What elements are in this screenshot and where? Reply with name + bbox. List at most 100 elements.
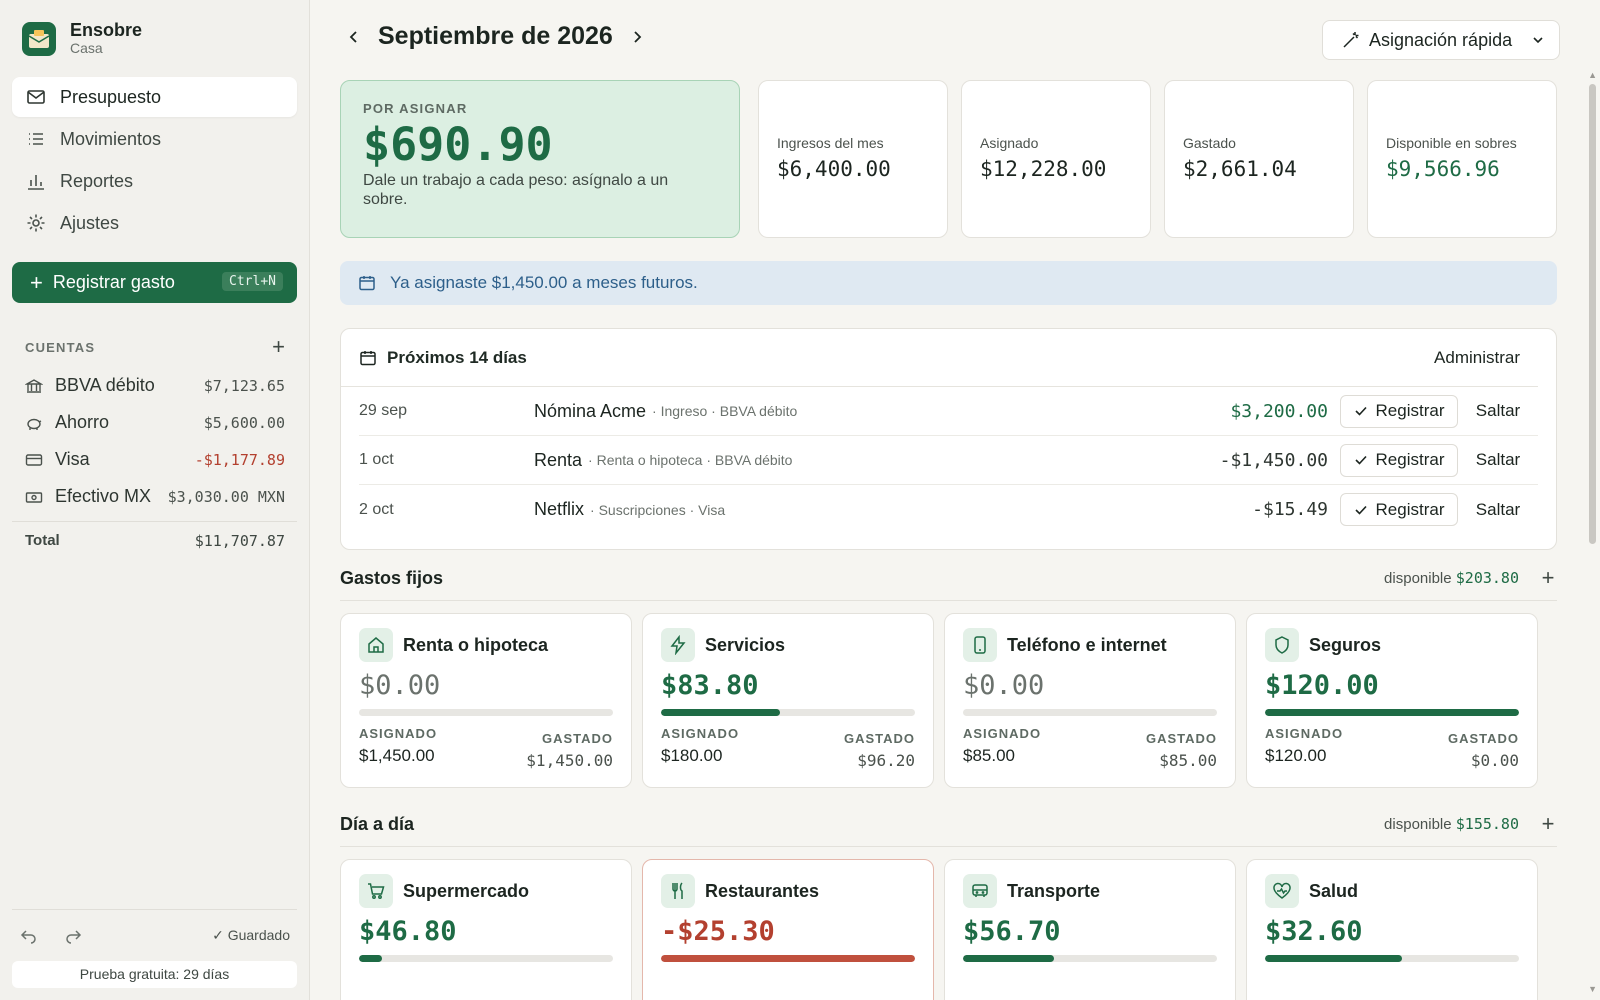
category-card[interactable]: Restaurantes -$25.30 xyxy=(642,859,934,1000)
cash-icon xyxy=(25,491,43,503)
category-name: Restaurantes xyxy=(705,880,820,901)
scroll-up-arrow[interactable]: ▲ xyxy=(1588,70,1597,80)
assigned-label: ASIGNADO xyxy=(359,726,438,741)
category-name: Servicios xyxy=(705,634,786,655)
category-available: -$25.30 xyxy=(661,916,775,947)
card-header: Supermercado xyxy=(359,874,613,908)
upcoming-meta: · Suscripciones · Visa xyxy=(590,501,726,518)
category-name: Renta o hipoteca xyxy=(403,634,549,655)
envelope-logo-icon xyxy=(22,21,56,56)
category-icon-wrap xyxy=(359,874,393,908)
register-expense-label: Registrar gasto xyxy=(52,272,175,292)
add-category-button[interactable]: + xyxy=(1541,565,1555,590)
category-name: Seguros xyxy=(1309,634,1382,655)
account-row[interactable]: Ahorro $5,600.00 xyxy=(25,404,285,441)
group-available-label: disponible xyxy=(1384,570,1452,587)
register-button[interactable]: Registrar xyxy=(1340,443,1458,477)
upcoming-name: Netflix xyxy=(534,499,585,519)
progress-fill xyxy=(1265,955,1403,962)
card-footer: ASIGNADO $1,450.00 GASTADO $1,450.00 xyxy=(359,726,613,770)
category-card[interactable]: Teléfono e internet $0.00 ASIGNADO $85.00… xyxy=(944,613,1236,788)
scroll-down-arrow[interactable]: ▼ xyxy=(1588,984,1597,994)
divider xyxy=(12,909,297,910)
nav-item-ajustes[interactable]: Ajustes xyxy=(12,203,297,243)
category-card[interactable]: Transporte $56.70 xyxy=(944,859,1236,1000)
category-card[interactable]: Seguros $120.00 ASIGNADO $120.00 GASTADO $… xyxy=(1246,613,1538,788)
assigned-value: $180.00 xyxy=(661,746,723,765)
quick-assign-dropdown[interactable]: Asignación rápida xyxy=(1322,20,1560,60)
progress-bar xyxy=(963,955,1217,962)
stat-value: $12,228.00 xyxy=(980,157,1107,181)
sidebar-footer: ✓ Guardado xyxy=(20,926,290,944)
account-row[interactable]: BBVA débito $7,123.65 xyxy=(25,367,285,404)
account-row[interactable]: Efectivo MX $3,030.00 MXN xyxy=(25,478,285,515)
prev-month-button[interactable] xyxy=(340,23,368,51)
account-amount: $3,030.00 MXN xyxy=(167,487,285,506)
register-expense-button[interactable]: + Registrar gasto Ctrl+N xyxy=(12,262,297,303)
nav-item-presupuesto[interactable]: Presupuesto xyxy=(12,77,297,117)
shield-icon xyxy=(1275,636,1289,654)
undo-icon[interactable] xyxy=(20,926,38,944)
card-header: Salud xyxy=(1265,874,1519,908)
stat-assigned: Asignado $12,228.00 xyxy=(961,80,1151,238)
category-card[interactable]: Supermercado $46.80 xyxy=(340,859,632,1000)
progress-bar xyxy=(661,709,915,716)
register-button[interactable]: Registrar xyxy=(1340,493,1458,526)
spent-value: $0.00 xyxy=(1470,751,1519,770)
stat-spent: Gastado $2,661.04 xyxy=(1164,80,1354,238)
brand-name: Ensobre xyxy=(70,20,143,40)
check-icon xyxy=(1354,505,1367,515)
gear-icon xyxy=(27,214,45,232)
trial-badge[interactable]: Prueba gratuita: 29 días xyxy=(12,961,297,988)
stat-income: Ingresos del mes $6,400.00 xyxy=(758,80,948,238)
lightning-icon xyxy=(670,635,686,655)
next-month-button[interactable] xyxy=(623,23,651,51)
account-row[interactable]: Visa -$1,177.89 xyxy=(25,441,285,478)
register-button[interactable]: Registrar xyxy=(1340,394,1458,428)
category-icon-wrap xyxy=(359,628,393,662)
progress-bar xyxy=(1265,955,1519,962)
nav-item-movimientos[interactable]: Movimientos xyxy=(12,119,297,159)
check-icon xyxy=(1354,406,1367,416)
upcoming-amount: -$15.49 xyxy=(1252,499,1328,520)
to-assign-card[interactable]: POR ASIGNAR $690.90 Dale un trabajo a ca… xyxy=(340,80,740,238)
progress-bar xyxy=(359,955,613,962)
account-amount: $5,600.00 xyxy=(203,413,285,432)
group-available-amount: $203.80 xyxy=(1455,569,1519,587)
divider xyxy=(12,521,297,522)
progress-bar xyxy=(963,709,1217,716)
card-header: Restaurantes xyxy=(661,874,915,908)
category-card[interactable]: Renta o hipoteca $0.00 ASIGNADO $1,450.00… xyxy=(340,613,632,788)
register-label: Registrar xyxy=(1375,499,1445,519)
check-icon xyxy=(1354,455,1367,465)
to-assign-amount: $690.90 xyxy=(363,118,553,171)
future-assign-notice: Ya asignaste $1,450.00 a meses futuros. xyxy=(340,261,1557,305)
add-account-button[interactable]: + xyxy=(272,334,285,359)
to-assign-label: POR ASIGNAR xyxy=(363,101,468,116)
category-icon-wrap xyxy=(661,874,695,908)
manage-link[interactable]: Administrar xyxy=(1434,347,1520,367)
skip-button[interactable]: Saltar xyxy=(1475,450,1521,469)
total-label: Total xyxy=(25,532,60,549)
card-header: Teléfono e internet xyxy=(963,628,1217,662)
stat-label: Gastado xyxy=(1183,135,1236,151)
brand[interactable]: Ensobre Casa xyxy=(22,20,142,57)
card-header: Renta o hipoteca xyxy=(359,628,613,662)
upcoming-panel: Próximos 14 días Administrar 29 sep Nómi… xyxy=(340,328,1557,550)
card-header: Seguros xyxy=(1265,628,1519,662)
category-available: $83.80 xyxy=(661,670,759,701)
sidebar: Ensobre Casa Presupuesto Movimientos Rep… xyxy=(0,0,310,1000)
skip-button[interactable]: Saltar xyxy=(1475,401,1521,420)
nav-item-reportes[interactable]: Reportes xyxy=(12,161,297,201)
redo-icon[interactable] xyxy=(64,926,82,944)
progress-fill xyxy=(661,709,781,716)
upcoming-date: 2 oct xyxy=(359,500,394,518)
credit-card-icon xyxy=(25,453,43,466)
add-category-button[interactable]: + xyxy=(1541,811,1555,836)
scrollbar[interactable] xyxy=(1589,84,1596,544)
to-assign-description: Dale un trabajo a cada peso: asígnalo a … xyxy=(363,172,669,208)
card-footer: ASIGNADO $180.00 GASTADO $96.20 xyxy=(661,726,915,770)
skip-button[interactable]: Saltar xyxy=(1475,499,1521,519)
category-card[interactable]: Servicios $83.80 ASIGNADO $180.00 GASTADO… xyxy=(642,613,934,788)
category-card[interactable]: Salud $32.60 xyxy=(1246,859,1538,1000)
